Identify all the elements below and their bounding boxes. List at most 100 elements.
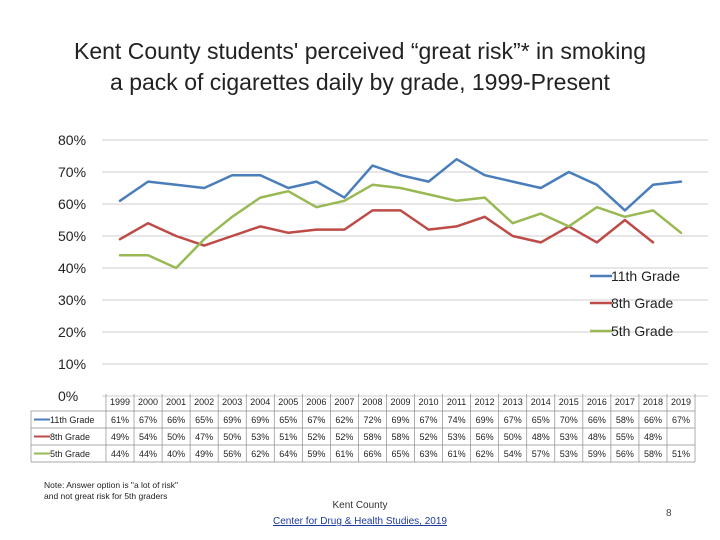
- table-cell-value: 48%: [532, 432, 550, 442]
- table-year-label: 2000: [138, 397, 158, 407]
- table-cell-value: 49%: [111, 432, 129, 442]
- series-line-5th-grade: [118, 183, 683, 270]
- table-cell-value: 53%: [448, 432, 466, 442]
- table-cell-value: 61%: [111, 415, 129, 425]
- table-cell-value: 72%: [363, 415, 381, 425]
- page-number: 8: [666, 508, 672, 519]
- table-year-label: 2014: [531, 397, 551, 407]
- table-cell-value: 53%: [560, 449, 578, 459]
- table-year-label: 2002: [194, 397, 214, 407]
- table-cell-value: 61%: [335, 449, 353, 459]
- table-cell-value: 74%: [448, 415, 466, 425]
- table-cell-value: 56%: [223, 449, 241, 459]
- table-year-label: 2009: [390, 397, 410, 407]
- table-cell-value: 53%: [251, 432, 269, 442]
- table-year-label: 2005: [278, 397, 298, 407]
- table-cell-value: 59%: [588, 449, 606, 459]
- table-year-label: 2013: [503, 397, 523, 407]
- gridlines: [102, 139, 708, 397]
- table-year-label: 2010: [419, 397, 439, 407]
- table-year-label: 2017: [615, 397, 635, 407]
- table-year-label: 2016: [587, 397, 607, 407]
- table-cell-value: 61%: [448, 449, 466, 459]
- table-cell-value: 58%: [644, 449, 662, 459]
- source-link[interactable]: Center for Drug & Health Studies, 2019: [273, 516, 447, 527]
- table-cell-value: 50%: [167, 432, 185, 442]
- legend-label: 5th Grade: [611, 323, 673, 339]
- table-cell-value: 48%: [644, 432, 662, 442]
- table-cell-value: 65%: [195, 415, 213, 425]
- table-row-name: 5th Grade: [50, 449, 90, 459]
- table-cell-value: 56%: [476, 432, 494, 442]
- table-cell-value: 50%: [223, 432, 241, 442]
- series-line-8th-grade: [118, 209, 655, 247]
- table-year-label: 2019: [671, 397, 691, 407]
- table-cell-value: 44%: [111, 449, 129, 459]
- table-cell-value: 65%: [391, 449, 409, 459]
- table-cell-value: 69%: [391, 415, 409, 425]
- table-year-label: 2008: [362, 397, 382, 407]
- table-cell-value: 66%: [644, 415, 662, 425]
- table-cell-value: 49%: [195, 449, 213, 459]
- y-tick-label: 20%: [58, 324, 86, 340]
- series-lines: [118, 157, 683, 270]
- legend-label: 11th Grade: [611, 268, 680, 284]
- table-cell-value: 67%: [307, 415, 325, 425]
- y-tick-label: 10%: [58, 356, 86, 372]
- table-cell-value: 52%: [335, 432, 353, 442]
- table-year-label: 2018: [643, 397, 663, 407]
- table-cell-value: 62%: [335, 415, 353, 425]
- table-cell-value: 50%: [504, 432, 522, 442]
- table-cell-value: 44%: [139, 449, 157, 459]
- table-cell-value: 66%: [588, 415, 606, 425]
- table-cell-value: 62%: [251, 449, 269, 459]
- table-year-label: 2006: [306, 397, 326, 407]
- answer-note: Note: Answer option is "a lot of risk" a…: [44, 480, 274, 502]
- table-cell-value: 59%: [307, 449, 325, 459]
- table-cell-value: 69%: [251, 415, 269, 425]
- source-credit: Kent County Center for Drug & Health Stu…: [250, 498, 470, 530]
- table-cell-value: 51%: [672, 449, 690, 459]
- source-org: Kent County: [332, 500, 388, 511]
- table-cell-value: 53%: [560, 432, 578, 442]
- table-cell-value: 58%: [391, 432, 409, 442]
- chart-title: Kent County students' perceived “great r…: [20, 36, 700, 98]
- table-cell-value: 63%: [420, 449, 438, 459]
- table-cell-value: 48%: [588, 432, 606, 442]
- table-cell-value: 65%: [279, 415, 297, 425]
- table-cell-value: 62%: [476, 449, 494, 459]
- table-cell-value: 67%: [672, 415, 690, 425]
- table-cell-value: 52%: [307, 432, 325, 442]
- table-cell-value: 51%: [279, 432, 297, 442]
- y-tick-label: 70%: [58, 164, 86, 180]
- title-line-1: Kent County students' perceived “great r…: [74, 38, 646, 64]
- note-line-1: Note: Answer option is "a lot of risk": [44, 480, 179, 490]
- table-year-label: 2011: [447, 397, 466, 407]
- y-tick-label: 30%: [58, 292, 86, 308]
- table-year-label: 2012: [475, 397, 495, 407]
- table-cell-value: 67%: [139, 415, 157, 425]
- table-year-label: 2004: [250, 397, 270, 407]
- data-table: 1999 2000 2001 2002 2003 2004 2005 2006 2007 2008…: [30, 394, 696, 463]
- table-year-label: 1999: [110, 397, 130, 407]
- table-cell-value: 67%: [504, 415, 522, 425]
- table-cell-value: 47%: [195, 432, 213, 442]
- note-line-2: and not great risk for 5th graders: [44, 491, 168, 501]
- table-row-name: 11th Grade: [50, 415, 94, 425]
- series-line-11th-grade: [118, 157, 683, 212]
- y-axis-tick-labels: 0% 10% 20% 30% 40% 50% 60% 70% 80%: [58, 132, 86, 404]
- y-tick-label: 40%: [58, 260, 86, 276]
- table-cell-value: 66%: [167, 415, 185, 425]
- table-year-label: 2003: [222, 397, 242, 407]
- title-line-2: a pack of cigarettes daily by grade, 199…: [110, 69, 610, 95]
- y-tick-label: 50%: [58, 228, 86, 244]
- table-year-label: 2001: [166, 397, 186, 407]
- y-tick-label: 0%: [58, 388, 78, 404]
- table-cell-value: 58%: [616, 415, 634, 425]
- y-tick-label: 80%: [58, 132, 86, 148]
- table-cell-value: 52%: [420, 432, 438, 442]
- table-cell-value: 66%: [363, 449, 381, 459]
- table-cell-value: 54%: [139, 432, 157, 442]
- y-tick-label: 60%: [58, 196, 86, 212]
